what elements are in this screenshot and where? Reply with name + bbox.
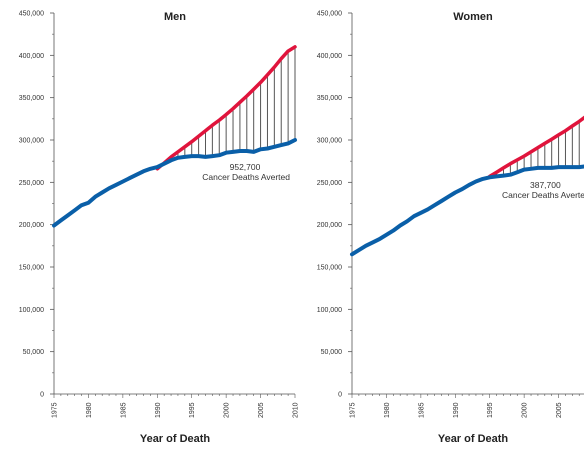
women-y-tick-label: 200,000	[317, 222, 342, 229]
women-x-tick-label: 2000	[522, 402, 529, 418]
women-y-tick-label: 0	[338, 392, 342, 399]
men-x-tick-label: 2000	[224, 402, 231, 418]
men-y-tick-label: 150,000	[19, 265, 44, 272]
women-x-tick-label: 1995	[487, 402, 494, 418]
women-y-tick-label: 250,000	[317, 180, 342, 187]
men-x-tick-label: 1995	[189, 402, 196, 418]
women-y-tick-label: 350,000	[317, 95, 342, 102]
women-annotation-text: Cancer Deaths Averted	[502, 190, 584, 200]
men-y-tick-label: 0	[40, 392, 44, 399]
men-expected-line	[155, 45, 297, 171]
women-y-tick-label: 50,000	[321, 349, 343, 356]
women-y-tick-label: 150,000	[317, 265, 342, 272]
women-x-tick-label: 1980	[384, 402, 391, 418]
men-x-tick-label: 1975	[52, 402, 59, 418]
men-y-tick-label: 450,000	[19, 11, 44, 18]
men-panel: 0 50,000 100,000 150,000 200,000 250,000 300,0…	[19, 11, 300, 446]
men-x-tick-label: 1985	[120, 402, 127, 418]
men-x-tick-label: 2010	[293, 402, 300, 418]
women-x-tick-label: 1975	[350, 402, 357, 418]
women-chart-title: Women	[453, 11, 493, 23]
women-y-tick-label: 400,000	[317, 53, 342, 60]
men-y-tick-label: 250,000	[19, 180, 44, 187]
women-expected-line	[487, 115, 584, 179]
men-y-tick-label: 400,000	[19, 53, 44, 60]
men-y-tick-label: 300,000	[19, 138, 44, 145]
women-panel: 0 50,000 100,000 150,000 200,000 250,000 300,0…	[317, 11, 584, 445]
men-actual-line	[52, 138, 297, 228]
women-x-axis-label: Year of Death	[438, 433, 509, 445]
women-x-tick-label: 2005	[556, 402, 563, 418]
men-y-tick-label: 50,000	[23, 349, 45, 356]
women-y-tick-label: 300,000	[317, 138, 342, 145]
women-x-tick-label: 1990	[453, 402, 460, 418]
men-annotation-value: 952,700	[230, 162, 261, 172]
men-chart-title: Men	[164, 11, 186, 23]
men-x-tick-label: 1980	[86, 402, 93, 418]
women-actual-line	[350, 164, 584, 257]
men-y-tick-label: 200,000	[19, 222, 44, 229]
women-y-tick-label: 100,000	[317, 307, 342, 314]
men-x-tick-label: 2005	[258, 402, 265, 418]
women-annotation-value: 387,700	[530, 180, 561, 190]
men-y-tick-label: 350,000	[19, 95, 44, 102]
men-y-tick-label: 100,000	[19, 307, 44, 314]
men-x-tick-label: 1990	[155, 402, 162, 418]
men-x-axis-label: Year of Death	[140, 433, 211, 445]
men-annotation-text: Cancer Deaths Averted	[202, 172, 290, 182]
women-y-tick-label: 450,000	[317, 11, 342, 18]
women-x-tick-label: 1985	[418, 402, 425, 418]
